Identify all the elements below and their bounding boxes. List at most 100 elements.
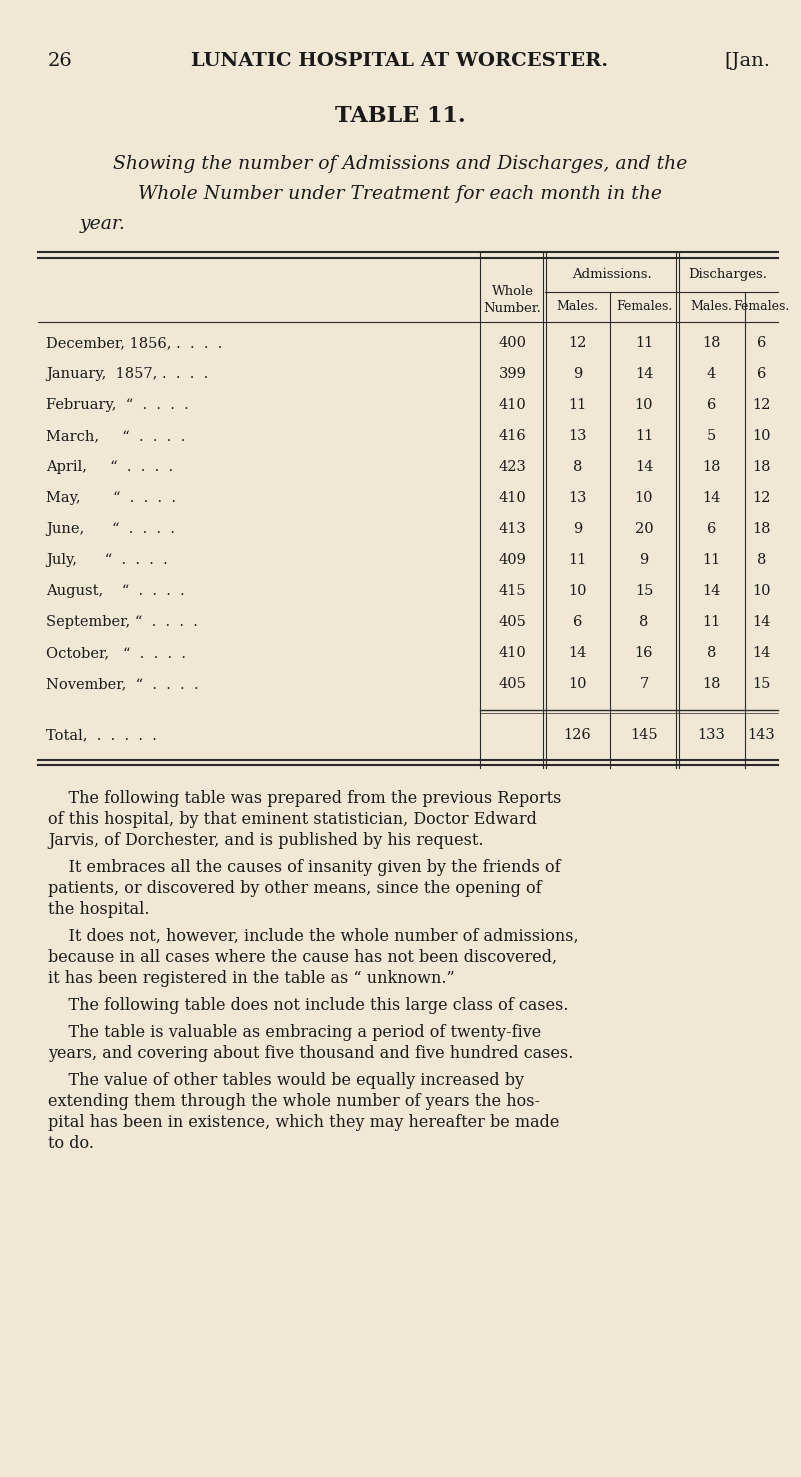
Text: 10: 10 xyxy=(568,676,587,691)
Text: 12: 12 xyxy=(752,490,771,505)
Text: 14: 14 xyxy=(635,459,653,474)
Text: year.: year. xyxy=(80,216,126,233)
Text: 126: 126 xyxy=(564,728,591,741)
Text: 9: 9 xyxy=(573,366,582,381)
Text: February,  “  .  .  .  .: February, “ . . . . xyxy=(46,397,189,412)
Text: 410: 410 xyxy=(499,645,526,660)
Text: The value of other tables would be equally increased by: The value of other tables would be equal… xyxy=(48,1072,524,1089)
Text: 409: 409 xyxy=(498,552,526,567)
Text: 11: 11 xyxy=(702,552,721,567)
Text: October,   “  .  .  .  .: October, “ . . . . xyxy=(46,645,186,660)
Text: March,     “  .  .  .  .: March, “ . . . . xyxy=(46,428,185,443)
Text: 15: 15 xyxy=(635,583,653,598)
Text: 400: 400 xyxy=(498,335,526,350)
Text: 8: 8 xyxy=(757,552,767,567)
Text: 26: 26 xyxy=(48,52,73,69)
Text: 10: 10 xyxy=(752,428,771,443)
Text: 14: 14 xyxy=(569,645,586,660)
Text: 423: 423 xyxy=(498,459,526,474)
Text: 20: 20 xyxy=(634,521,654,536)
Text: 8: 8 xyxy=(573,459,582,474)
Text: 16: 16 xyxy=(634,645,654,660)
Text: 14: 14 xyxy=(702,490,721,505)
Text: pital has been in existence, which they may hereafter be made: pital has been in existence, which they … xyxy=(48,1114,559,1131)
Text: 14: 14 xyxy=(752,614,771,629)
Text: LUNATIC HOSPITAL AT WORCESTER.: LUNATIC HOSPITAL AT WORCESTER. xyxy=(191,52,609,69)
Text: 10: 10 xyxy=(634,490,654,505)
Text: November,  “  .  .  .  .: November, “ . . . . xyxy=(46,676,199,691)
Text: June,      “  .  .  .  .: June, “ . . . . xyxy=(46,521,175,536)
Text: 13: 13 xyxy=(568,428,587,443)
Text: 6: 6 xyxy=(706,521,716,536)
Text: January,  1857, .  .  .  .: January, 1857, . . . . xyxy=(46,366,208,381)
Text: 133: 133 xyxy=(698,728,726,741)
Text: 12: 12 xyxy=(569,335,586,350)
Text: 12: 12 xyxy=(752,397,771,412)
Text: April,     “  .  .  .  .: April, “ . . . . xyxy=(46,459,173,474)
Text: 410: 410 xyxy=(499,397,526,412)
Text: 18: 18 xyxy=(702,676,721,691)
Text: 11: 11 xyxy=(635,428,653,443)
Text: 9: 9 xyxy=(573,521,582,536)
Text: years, and covering about five thousand and five hundred cases.: years, and covering about five thousand … xyxy=(48,1046,574,1062)
Text: extending them through the whole number of years the hos-: extending them through the whole number … xyxy=(48,1093,540,1111)
Text: The table is valuable as embracing a period of twenty-five: The table is valuable as embracing a per… xyxy=(48,1024,541,1041)
Text: 7: 7 xyxy=(639,676,649,691)
Text: 14: 14 xyxy=(635,366,653,381)
Text: Jarvis, of Dorchester, and is published by his request.: Jarvis, of Dorchester, and is published … xyxy=(48,832,484,849)
Text: 143: 143 xyxy=(747,728,775,741)
Text: The following table was prepared from the previous Reports: The following table was prepared from th… xyxy=(48,790,562,806)
Text: 416: 416 xyxy=(499,428,526,443)
Text: 11: 11 xyxy=(569,552,586,567)
Text: 8: 8 xyxy=(639,614,649,629)
Text: 10: 10 xyxy=(752,583,771,598)
Text: 405: 405 xyxy=(498,614,526,629)
Text: May,       “  .  .  .  .: May, “ . . . . xyxy=(46,490,176,505)
Text: 399: 399 xyxy=(498,366,526,381)
Text: It embraces all the causes of insanity given by the friends of: It embraces all the causes of insanity g… xyxy=(48,860,561,876)
Text: Whole Number under Treatment for each month in the: Whole Number under Treatment for each mo… xyxy=(138,185,662,202)
Text: 6: 6 xyxy=(706,397,716,412)
Text: 11: 11 xyxy=(635,335,653,350)
Text: Females.: Females. xyxy=(616,300,672,313)
Text: 13: 13 xyxy=(568,490,587,505)
Text: 9: 9 xyxy=(639,552,649,567)
Text: 8: 8 xyxy=(706,645,716,660)
Text: 145: 145 xyxy=(630,728,658,741)
Text: to do.: to do. xyxy=(48,1134,94,1152)
Text: [Jan.: [Jan. xyxy=(724,52,770,69)
Text: 410: 410 xyxy=(499,490,526,505)
Text: 5: 5 xyxy=(706,428,716,443)
Text: 6: 6 xyxy=(573,614,582,629)
Text: 11: 11 xyxy=(569,397,586,412)
Text: September, “  .  .  .  .: September, “ . . . . xyxy=(46,614,198,629)
Text: July,      “  .  .  .  .: July, “ . . . . xyxy=(46,552,167,567)
Text: 18: 18 xyxy=(702,459,721,474)
Text: Discharges.: Discharges. xyxy=(689,267,767,281)
Text: 15: 15 xyxy=(752,676,771,691)
Text: 10: 10 xyxy=(634,397,654,412)
Text: Females.: Females. xyxy=(734,300,790,313)
Text: 18: 18 xyxy=(702,335,721,350)
Text: the hospital.: the hospital. xyxy=(48,901,150,919)
Text: August,    “  .  .  .  .: August, “ . . . . xyxy=(46,583,185,598)
Text: Males.: Males. xyxy=(557,300,598,313)
Text: 405: 405 xyxy=(498,676,526,691)
Text: December, 1856, .  .  .  .: December, 1856, . . . . xyxy=(46,335,223,350)
Text: 6: 6 xyxy=(757,335,767,350)
Text: The following table does not include this large class of cases.: The following table does not include thi… xyxy=(48,997,569,1015)
Text: 4: 4 xyxy=(706,366,716,381)
Text: Total,  .  .  .  .  .: Total, . . . . . xyxy=(46,728,157,741)
Text: 415: 415 xyxy=(499,583,526,598)
Text: Admissions.: Admissions. xyxy=(572,267,651,281)
Text: TABLE 11.: TABLE 11. xyxy=(335,105,465,127)
Text: 10: 10 xyxy=(568,583,587,598)
Text: It does not, however, include the whole number of admissions,: It does not, however, include the whole … xyxy=(48,928,578,945)
Text: because in all cases where the cause has not been discovered,: because in all cases where the cause has… xyxy=(48,950,557,966)
Text: 18: 18 xyxy=(752,459,771,474)
Text: Whole
Number.: Whole Number. xyxy=(484,285,541,315)
Text: 6: 6 xyxy=(757,366,767,381)
Text: Showing the number of Admissions and Discharges, and the: Showing the number of Admissions and Dis… xyxy=(113,155,687,173)
Text: 18: 18 xyxy=(752,521,771,536)
Text: 14: 14 xyxy=(752,645,771,660)
